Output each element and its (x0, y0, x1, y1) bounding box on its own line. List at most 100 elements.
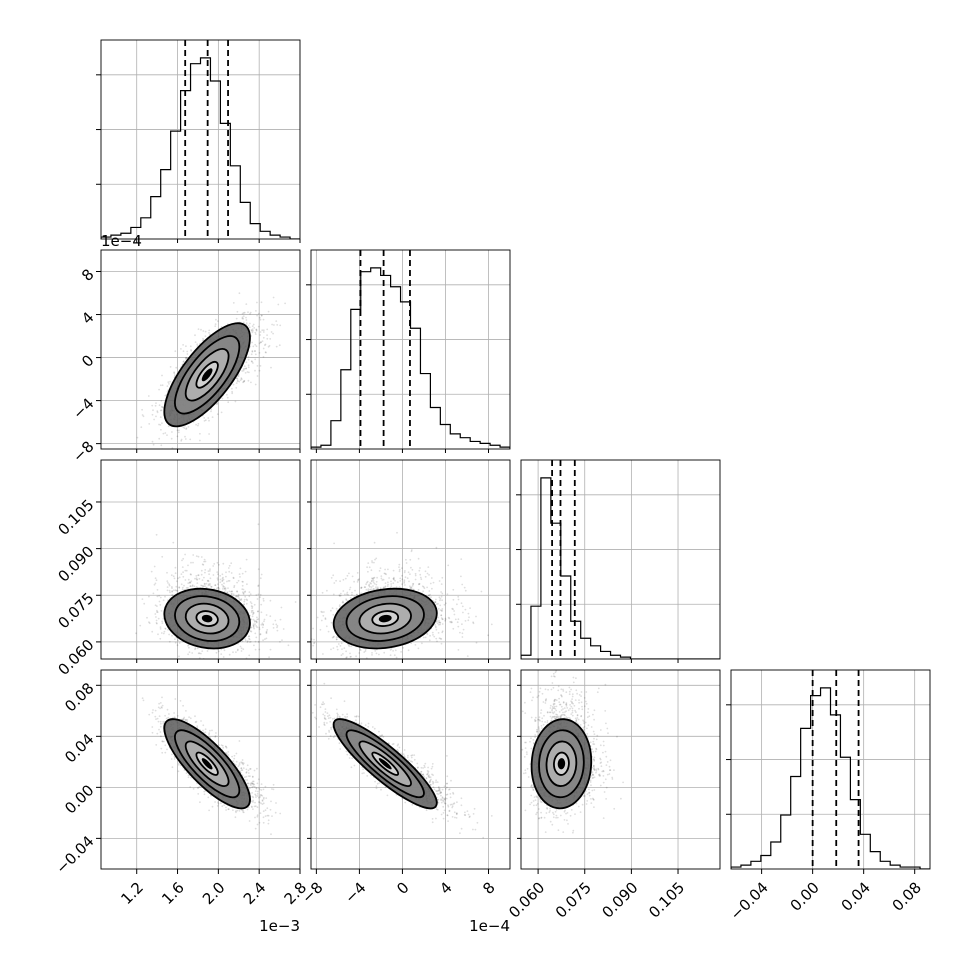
sample-point (160, 428, 162, 431)
sample-point (255, 620, 258, 623)
sample-point (332, 636, 335, 638)
sample-point (248, 595, 251, 598)
sample-point (156, 605, 158, 607)
sample-point (243, 603, 246, 606)
sample-point (349, 596, 352, 599)
sample-point (376, 586, 379, 589)
sample-point (217, 650, 220, 653)
contour-line-1 (184, 602, 230, 635)
contour-line-2 (174, 595, 241, 642)
sample-point (390, 583, 393, 585)
sample-point (439, 604, 442, 607)
sample-point (194, 577, 196, 580)
sample-point (180, 583, 183, 586)
sample-point (175, 585, 178, 588)
sample-point (235, 595, 238, 597)
sample-point (244, 590, 247, 593)
sample-point (234, 400, 237, 403)
sample-point (169, 591, 171, 594)
sample-point (146, 616, 148, 619)
sample-point (240, 598, 243, 600)
sample-point (155, 619, 158, 622)
sample-point (243, 380, 246, 383)
sample-point (419, 576, 422, 579)
sample-point (258, 316, 261, 319)
sample-point (178, 586, 181, 588)
sample-point (347, 644, 350, 646)
sample-point (350, 645, 352, 648)
sample-point (226, 580, 228, 583)
sample-point (156, 411, 159, 414)
sample-point (398, 570, 401, 573)
sample-point (171, 590, 174, 592)
sample-point (192, 554, 195, 556)
sample-point (245, 322, 248, 324)
sample-point (464, 608, 467, 611)
sample-point (167, 381, 170, 384)
sample-point (460, 602, 463, 605)
sample-point (204, 330, 207, 333)
sample-point (441, 623, 444, 625)
sample-point (206, 650, 209, 652)
sample-point (240, 650, 243, 652)
sample-point (373, 582, 376, 585)
sample-point (262, 624, 265, 626)
sample-point (358, 652, 361, 654)
sample-point (232, 383, 235, 386)
sample-point (228, 580, 231, 582)
sample-point (246, 599, 249, 602)
sample-point (456, 603, 458, 606)
sample-point (171, 431, 173, 433)
sample-point (174, 350, 177, 353)
sample-point (171, 586, 173, 588)
sample-point (178, 642, 181, 644)
sample-point (302, 306, 304, 308)
sample-point (241, 580, 244, 583)
sample-point (368, 584, 370, 587)
sample-point (253, 603, 256, 606)
sample-point (245, 319, 248, 321)
sample-point (243, 311, 246, 314)
sample-point (462, 611, 464, 614)
sample-point (254, 632, 257, 635)
sample-point (161, 555, 164, 558)
sample-point (202, 337, 204, 340)
sample-point (380, 575, 383, 577)
sample-point (177, 577, 180, 580)
sample-point (200, 328, 202, 331)
sample-point (217, 320, 219, 322)
sample-point (403, 579, 406, 582)
sample-point (229, 590, 232, 593)
sample-point (346, 593, 348, 596)
sample-point (182, 361, 185, 363)
sample-point (387, 581, 389, 584)
sample-point (249, 630, 252, 632)
sample-point (168, 583, 171, 586)
sample-point (235, 596, 237, 598)
sample-point (154, 604, 157, 607)
sample-point (247, 379, 250, 382)
sample-point (460, 558, 463, 560)
sample-point (182, 350, 185, 353)
sample-point (159, 626, 162, 628)
sample-point (238, 599, 241, 601)
sample-point (355, 655, 357, 658)
sample-point (148, 622, 151, 625)
sample-point (180, 439, 183, 442)
histogram-series-3 (731, 687, 930, 869)
sample-point (187, 644, 189, 647)
sample-point (409, 586, 412, 589)
sample-point (327, 630, 330, 633)
sample-point (437, 607, 440, 610)
sample-point (159, 628, 162, 630)
sample-point (243, 600, 246, 603)
sample-point (269, 615, 272, 618)
sample-point (220, 411, 223, 414)
sample-point (453, 610, 455, 612)
sample-point (196, 578, 199, 581)
sample-point (155, 450, 157, 452)
sample-point (330, 577, 333, 579)
sample-point (338, 605, 341, 608)
sample-point (340, 654, 343, 657)
sample-point (250, 360, 253, 363)
